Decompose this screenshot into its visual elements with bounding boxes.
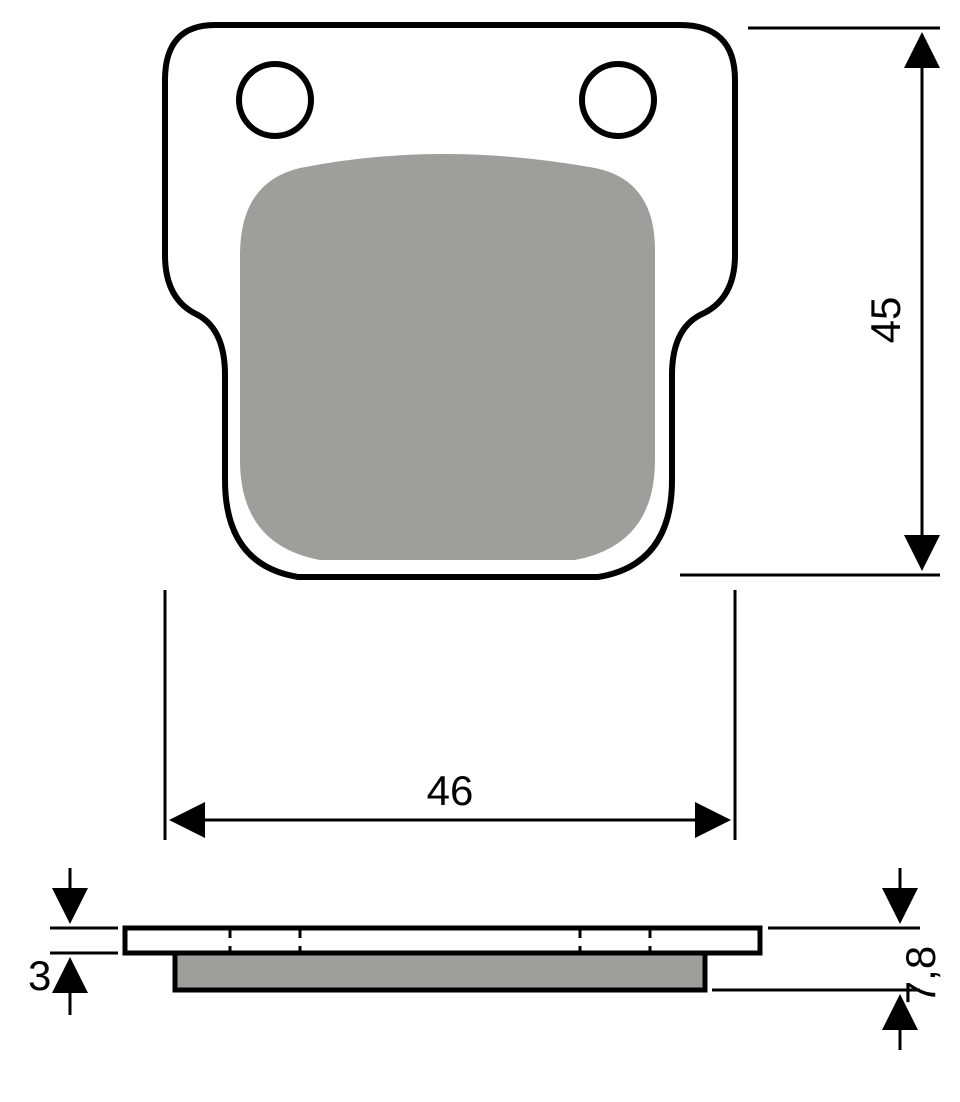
mount-hole-right (582, 64, 654, 136)
dim-width-label: 46 (427, 767, 474, 814)
mount-hole-left (239, 64, 311, 136)
side-view (125, 928, 760, 990)
dim-backing-label: 3 (28, 952, 51, 999)
dim-height-label: 45 (862, 297, 909, 344)
friction-pad (240, 154, 655, 560)
dim-width: 46 (165, 590, 735, 840)
dim-backing: 3 (28, 868, 118, 1015)
brake-pad-drawing: 46 45 3 7,8 (0, 0, 960, 1102)
dim-total-label: 7,8 (897, 946, 944, 1004)
dim-total: 7,8 (712, 868, 944, 1050)
front-view (165, 25, 735, 577)
